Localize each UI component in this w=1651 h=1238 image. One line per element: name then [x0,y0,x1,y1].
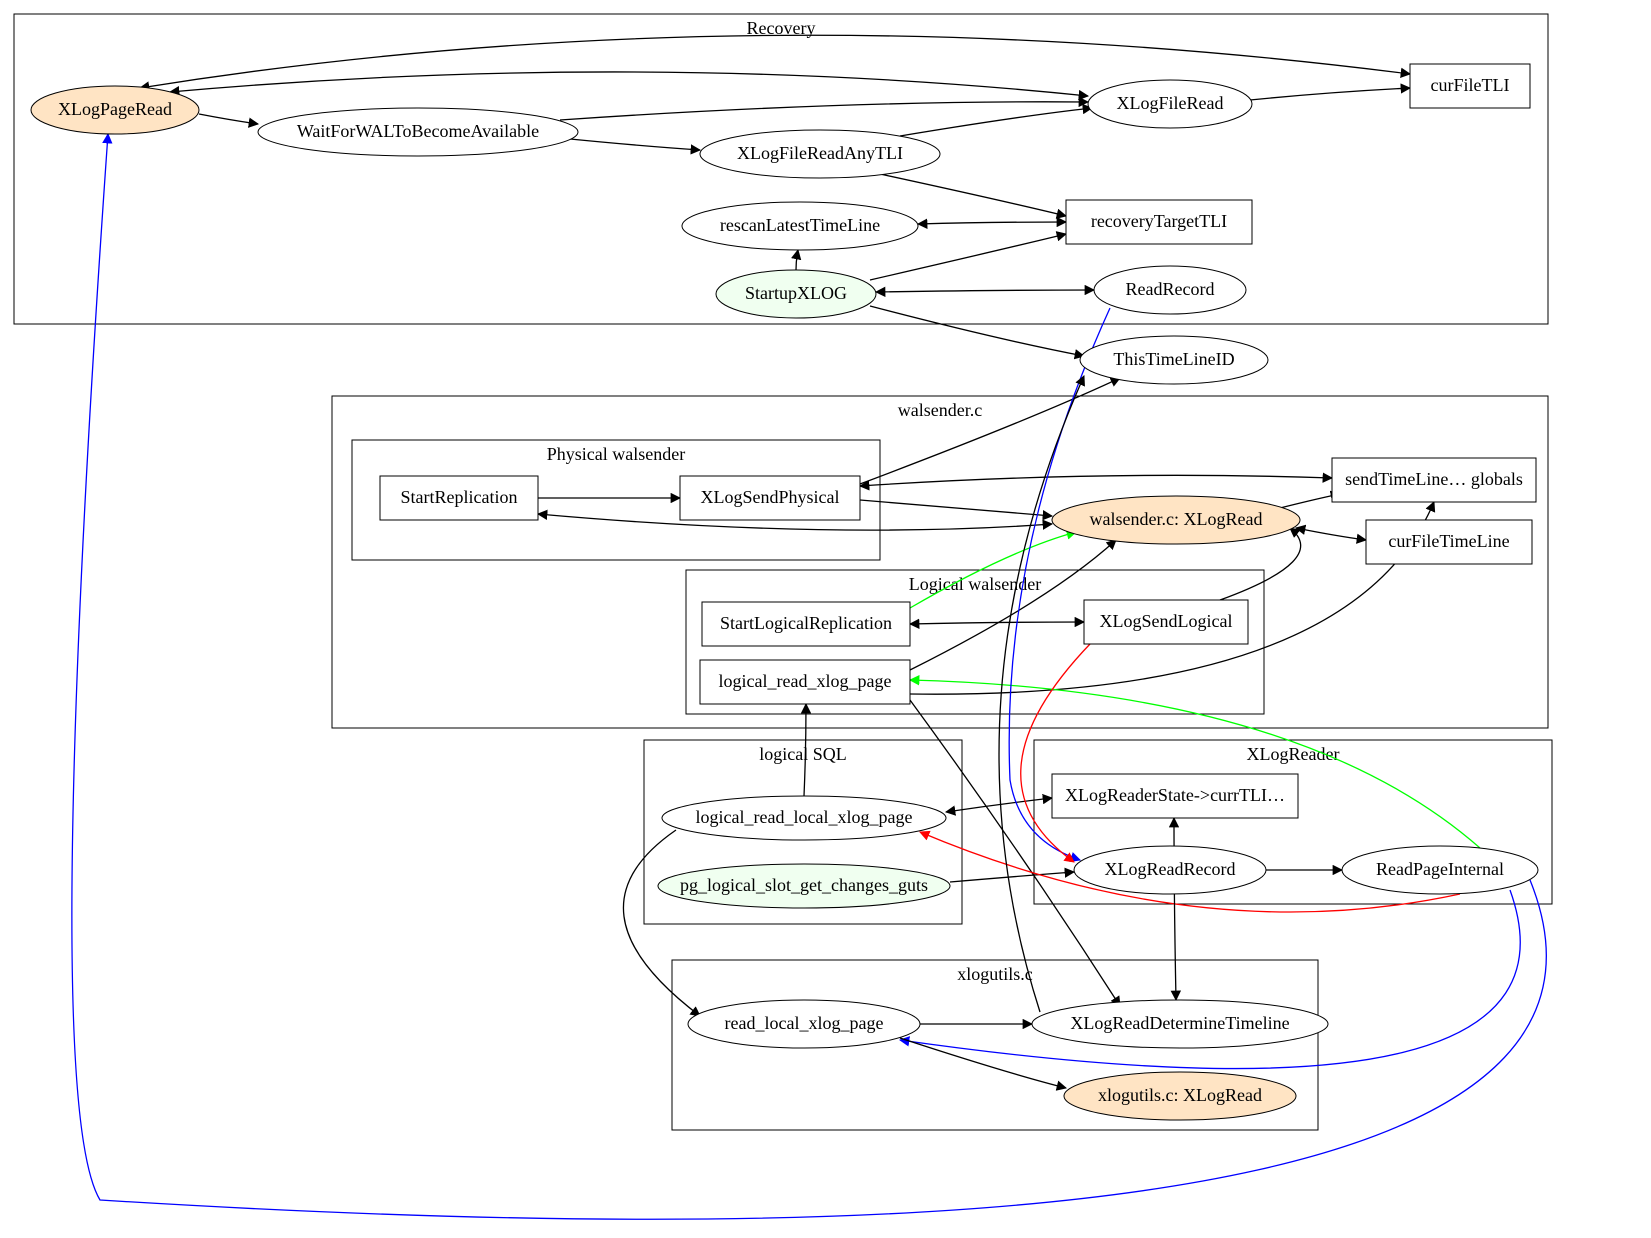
edge-waitforwal-xlogfileread [560,102,1088,120]
cluster-label-physical: Physical walsender [547,444,685,464]
node-label-sendtimelineglobals: sendTimeLine… globals [1345,469,1523,489]
node-label-logicalreadxlogpage: logical_read_xlog_page [719,671,892,691]
edge-xlogpageread-waitforwal [199,114,258,124]
node-label-xlogsendlogical: XLogSendLogical [1100,611,1233,631]
edge-xlogsendphysical-sendtimelineglobals [860,475,1332,486]
edge-rescantimeline-recoverytargettli [918,222,1066,224]
edge-walsenderxlogread-sendtimelineglobals [1280,494,1340,508]
edge-readlocalxlogpage-xlogutilsread [900,1038,1066,1088]
node-label-xlogreadrecord: XLogReadRecord [1105,859,1236,879]
edge-xlogreaddetermine-xlogreaderstate [1174,818,1176,1000]
node-label-xlogfileread: XLogFileRead [1117,93,1224,113]
node-label-xlogfilereadanytli: XLogFileReadAnyTLI [737,143,903,163]
node-label-localxlogpage: logical_read_local_xlog_page [696,807,913,827]
edge-startupxlog-thistimelineid [870,306,1084,356]
edge-xlogfilereadanytli-xlogfileread [900,108,1092,136]
edge-startupxlog-recoverytargettli [870,234,1066,280]
edge-readpageinternal-logicalreadxlogpage [910,680,1480,848]
node-label-thistimelineid: ThisTimeLineID [1113,349,1234,369]
node-label-xlogpageread: XLogPageRead [58,99,172,119]
node-label-startupxlog: StartupXLOG [745,283,847,303]
edge-waitforwal-xlogfilereadanytli [560,138,700,150]
node-label-startlogicalrepl: StartLogicalReplication [720,613,892,633]
node-label-startreplication: StartReplication [401,487,518,507]
node-label-walsenderxlogread: walsender.c: XLogRead [1090,509,1263,529]
node-label-readpageinternal: ReadPageInternal [1376,859,1504,879]
node-label-readrecord: ReadRecord [1126,279,1215,299]
node-label-curfiletimeline: curFileTimeLine [1388,531,1509,551]
node-label-xlogreaddetermine: XLogReadDetermineTimeline [1070,1013,1289,1033]
node-label-xlogreaderstate: XLogReaderState->currTLI… [1065,785,1285,805]
edge-walsenderxlogread-curfiletimeline [1296,528,1366,540]
cluster-label-sql: logical SQL [759,744,847,764]
edge-startupxlog-rescantimeline [796,250,798,270]
edge-xlogfileread-curfiletli [1250,88,1410,100]
edge-localxlogpage-readlocalxlogpage [623,830,700,1016]
cluster-label-walsender: walsender.c [898,400,982,420]
edge-xlogfilereadanytli-recoverytargettli [880,174,1066,216]
cluster-label-xlogutils: xlogutils.c [957,964,1033,984]
edge-xlogsendphysical-thistimelineid [860,378,1120,484]
node-label-pglogicalslot: pg_logical_slot_get_changes_guts [680,875,928,895]
edge-xlogreaddetermine-thistimelineid [999,376,1084,1012]
node-label-recoverytargettli: recoveryTargetTLI [1091,211,1227,231]
node-label-xlogutilsread: xlogutils.c: XLogRead [1098,1085,1262,1105]
edge-xlogpageread-xlogfileread [170,72,1088,96]
node-label-curfiletli: curFileTLI [1431,75,1510,95]
node-label-waitforwal: WaitForWALToBecomeAvailable [297,121,539,141]
edge-xlogsendphysical-walsenderxlogread [860,500,1052,516]
node-label-xlogsendphysical: XLogSendPhysical [701,487,840,507]
node-label-rescantimeline: rescanLatestTimeLine [720,215,880,235]
edge-pglogicalslot-xlogreadrecord [950,872,1074,882]
node-label-readlocalxlogpage: read_local_xlog_page [725,1013,884,1033]
edge-startupxlog-readrecord [876,290,1094,292]
